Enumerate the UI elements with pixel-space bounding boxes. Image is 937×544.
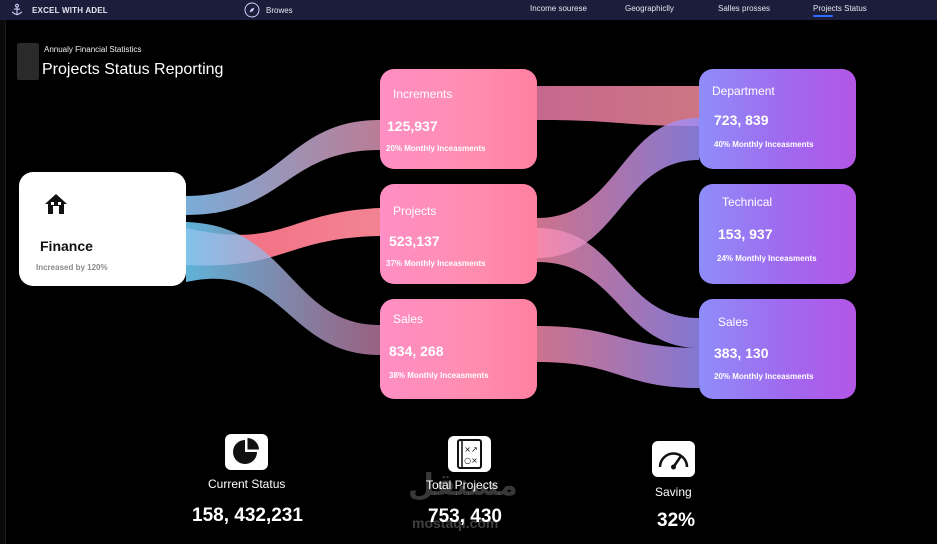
card-technical[interactable]: Technical 153, 937 24% Monthly Inceasmen… bbox=[699, 184, 856, 284]
page-title: Projects Status Reporting bbox=[42, 61, 224, 78]
card-label: Technical bbox=[722, 195, 773, 209]
brand[interactable]: EXCEL WITH ADEL bbox=[10, 2, 108, 18]
brand-label: EXCEL WITH ADEL bbox=[32, 5, 108, 15]
card-value: 723, 839 bbox=[714, 112, 769, 128]
flow-finance-increments bbox=[186, 120, 380, 215]
browse-label: Browes bbox=[266, 5, 293, 15]
pie-chart-icon bbox=[233, 438, 259, 464]
current-status-icon-box bbox=[225, 434, 268, 470]
gauge-icon bbox=[658, 452, 689, 470]
watermark-arabic: مستقل bbox=[408, 469, 518, 502]
nav-link-projects-status[interactable]: Projects Status bbox=[813, 4, 867, 13]
browse-button[interactable]: Browes bbox=[244, 2, 293, 18]
stat-value-current-status: 158, 432,231 bbox=[192, 505, 303, 526]
stat-label-current-status: Current Status bbox=[208, 477, 286, 491]
compass-icon bbox=[244, 2, 260, 18]
strategy-board-icon: ×↗ ○× bbox=[457, 439, 482, 469]
finance-card[interactable]: Finance Increased by 120% bbox=[19, 172, 186, 286]
card-value: 383, 130 bbox=[714, 345, 769, 361]
anchor-icon bbox=[11, 3, 23, 16]
finance-label: Finance bbox=[40, 238, 93, 254]
sheet-edge bbox=[0, 20, 6, 544]
card-note: 20% Monthly Inceasments bbox=[714, 372, 814, 381]
card-value: 523,137 bbox=[389, 233, 440, 249]
svg-text:×↗: ×↗ bbox=[464, 445, 477, 454]
flow-increments-department bbox=[537, 86, 699, 126]
card-increments[interactable]: Increments 125,937 20% Monthly Inceasmen… bbox=[380, 69, 537, 169]
card-note: 20% Monthly Inceasments bbox=[386, 144, 486, 153]
card-note: 38% Monthly Inceasments bbox=[389, 371, 489, 380]
stat-value-saving: 32% bbox=[657, 510, 696, 531]
stat-label-total-projects: Total Projects bbox=[426, 478, 499, 492]
logo-placeholder bbox=[17, 43, 39, 80]
card-note: 24% Monthly Inceasments bbox=[717, 254, 817, 263]
nav-link-geographically[interactable]: Geographiclly bbox=[625, 4, 674, 13]
card-label: Increments bbox=[393, 87, 453, 101]
card-label: Projects bbox=[393, 204, 437, 218]
flow-finance-sales bbox=[186, 222, 380, 355]
card-value: 125,937 bbox=[387, 118, 438, 134]
card-note: 37% Monthly Inceasments bbox=[386, 259, 486, 268]
card-projects[interactable]: Projects 523,137 37% Monthly Inceasments bbox=[380, 184, 537, 284]
nav-link-sales-process[interactable]: Salles prosses bbox=[718, 4, 771, 13]
report-subtitle: Annualy Financial Statistics bbox=[44, 45, 142, 54]
card-sales-right[interactable]: Sales 383, 130 20% Monthly Inceasments bbox=[699, 299, 856, 399]
flow-projects-department bbox=[537, 118, 699, 258]
flow-sales-sales-right bbox=[537, 326, 699, 388]
active-tab-indicator bbox=[813, 15, 833, 17]
card-value: 153, 937 bbox=[718, 226, 773, 242]
card-label: Department bbox=[712, 84, 775, 98]
total-projects-icon-box: ×↗ ○× bbox=[448, 436, 491, 472]
svg-text:○×: ○× bbox=[464, 456, 478, 465]
card-value: 834, 268 bbox=[389, 343, 444, 359]
card-label: Sales bbox=[393, 312, 424, 326]
nav-link-income-source[interactable]: Income sourese bbox=[530, 4, 587, 13]
card-label: Sales bbox=[718, 315, 749, 329]
flow-projects-sales-right bbox=[537, 228, 699, 348]
stat-value-total-projects: 753, 430 bbox=[428, 506, 502, 527]
home-icon bbox=[45, 194, 67, 214]
top-nav-bar: EXCEL WITH ADEL Browes Income sourese Ge… bbox=[0, 0, 937, 20]
saving-icon-box bbox=[652, 441, 695, 477]
card-note: 40% Monthly Inceasments bbox=[714, 140, 814, 149]
watermark-latin: mostaql.com bbox=[412, 515, 499, 531]
card-department[interactable]: Department 723, 839 40% Monthly Inceasme… bbox=[699, 69, 856, 169]
stat-label-saving: Saving bbox=[655, 485, 692, 499]
card-sales[interactable]: Sales 834, 268 38% Monthly Inceasments bbox=[380, 299, 537, 399]
finance-note: Increased by 120% bbox=[36, 263, 108, 272]
